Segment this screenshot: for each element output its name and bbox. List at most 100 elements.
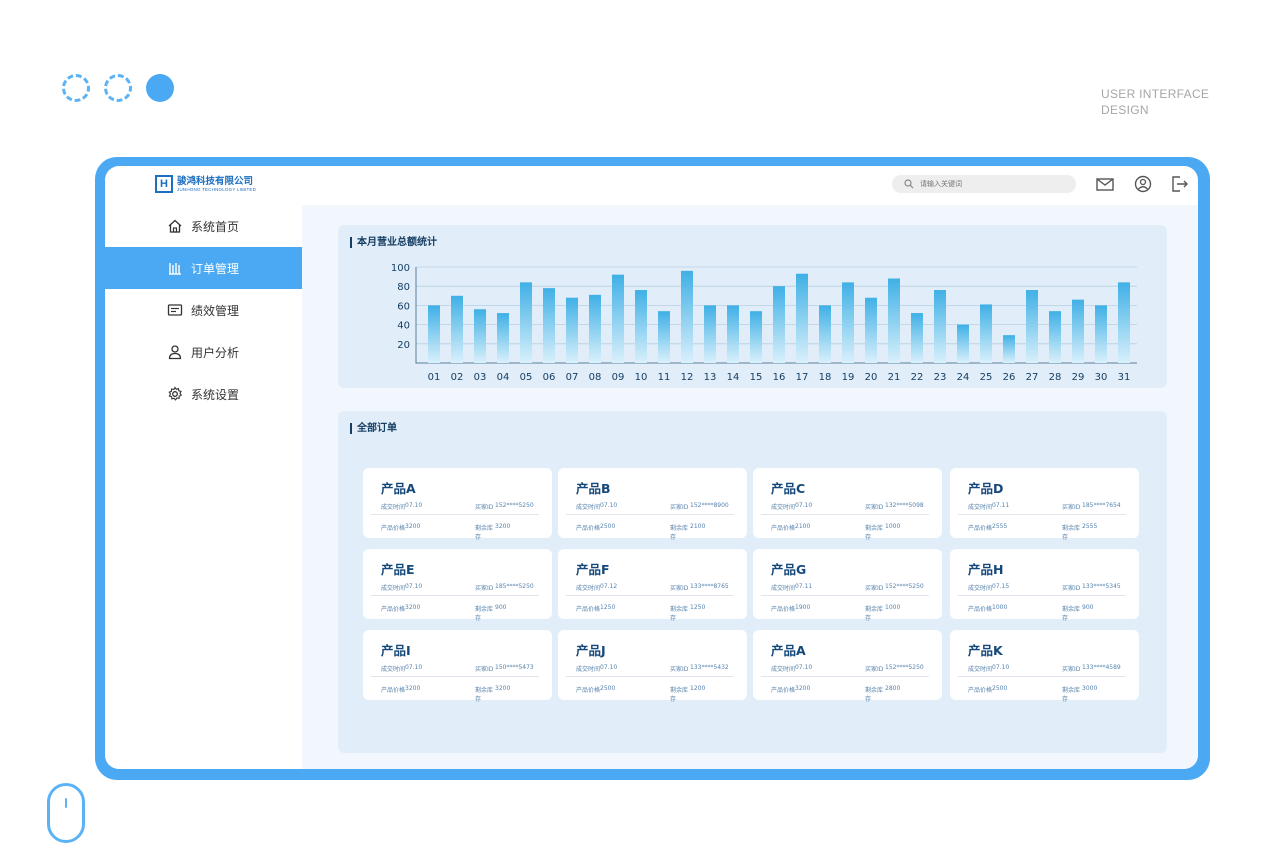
x-tick-label: 26 bbox=[1003, 372, 1016, 383]
order-row-price: 产品价格 2500 剩余库存 2100 bbox=[576, 523, 733, 541]
x-tick-label: 14 bbox=[727, 372, 740, 383]
product-name: 产品A bbox=[381, 481, 416, 496]
remaining-stock: 1250 bbox=[690, 604, 706, 611]
buyer-id-label: 买家ID bbox=[865, 504, 884, 511]
order-card[interactable]: 产品E 成交时间 07.10 买家ID 185****5250 产品价格 3200 剩余库存 9… bbox=[363, 549, 552, 622]
order-row-transaction: 成交时间 07.11 买家ID 185****7654 bbox=[968, 502, 1125, 511]
order-card[interactable]: 产品K 成交时间 07.10 买家ID 133****4589 产品价格 2500 剩余库存 3… bbox=[950, 630, 1139, 703]
sidebar-item-orders[interactable]: 订单管理 bbox=[105, 247, 302, 289]
bar-20[interactable] bbox=[865, 297, 877, 363]
order-row-transaction: 成交时间 07.10 买家ID 132****5098 bbox=[771, 502, 928, 511]
mail-icon[interactable] bbox=[1095, 175, 1115, 193]
divider bbox=[566, 514, 734, 515]
bar-23[interactable] bbox=[934, 290, 946, 363]
bar-01[interactable] bbox=[428, 305, 440, 363]
bar-28[interactable] bbox=[1049, 311, 1061, 363]
bar-27[interactable] bbox=[1026, 290, 1038, 363]
x-tick-label: 09 bbox=[612, 372, 625, 383]
remaining-stock: 2555 bbox=[1082, 523, 1098, 530]
bar-26[interactable] bbox=[1003, 335, 1015, 363]
x-tick-label: 10 bbox=[635, 372, 648, 383]
x-tick-label: 12 bbox=[681, 372, 694, 383]
bar-11[interactable] bbox=[658, 311, 670, 363]
sidebar-item-performance[interactable]: 绩效管理 bbox=[105, 289, 302, 331]
buyer-id: 152****5250 bbox=[885, 583, 924, 590]
bar-31[interactable] bbox=[1118, 282, 1130, 363]
bar-08[interactable] bbox=[589, 294, 601, 363]
logout-icon[interactable] bbox=[1170, 175, 1190, 193]
bar-22[interactable] bbox=[911, 313, 923, 363]
user-icon[interactable] bbox=[1133, 175, 1153, 193]
bar-25[interactable] bbox=[980, 304, 992, 363]
bar-06[interactable] bbox=[543, 288, 555, 363]
buyer-id-label: 买家ID bbox=[1062, 666, 1081, 673]
bar-24[interactable] bbox=[957, 324, 969, 363]
x-tick-label: 11 bbox=[658, 372, 671, 383]
order-card[interactable]: 产品C 成交时间 07.10 买家ID 132****5098 产品价格 2100 剩余库存 1… bbox=[753, 468, 942, 541]
bar-09[interactable] bbox=[612, 274, 624, 363]
search-input[interactable] bbox=[920, 180, 1060, 188]
transaction-time: 07.10 bbox=[600, 502, 618, 509]
sidebar-item-home[interactable]: 系统首页 bbox=[105, 205, 302, 247]
x-tick-label: 22 bbox=[911, 372, 924, 383]
bar-16[interactable] bbox=[773, 286, 785, 363]
window-controls bbox=[62, 74, 174, 102]
order-card[interactable]: 产品A 成交时间 07.10 买家ID 152****5250 产品价格 3200 剩余库存 3… bbox=[363, 468, 552, 541]
sidebar-item-settings[interactable]: 系统设置 bbox=[105, 373, 302, 415]
order-card[interactable]: 产品B 成交时间 07.10 买家ID 152****8900 产品价格 2500 剩余库存 2… bbox=[558, 468, 747, 541]
revenue-bar-chart: 01 02 03 04 05 06 07 08 09 10 11 12 13 14 15 16 17 18 19 20… bbox=[391, 263, 1137, 383]
settings-icon bbox=[168, 386, 183, 401]
order-card[interactable]: 产品G 成交时间 07.11 买家ID 152****5250 产品价格 1900 剩余库存 1… bbox=[753, 549, 942, 622]
x-tick-label: 29 bbox=[1072, 372, 1085, 383]
bar-18[interactable] bbox=[819, 305, 831, 363]
order-card[interactable]: 产品H 成交时间 07.15 买家ID 133****5345 产品价格 1000 剩余库存 9… bbox=[950, 549, 1139, 622]
bar-07[interactable] bbox=[566, 297, 578, 363]
bar-14[interactable] bbox=[727, 305, 739, 363]
bar-13[interactable] bbox=[704, 305, 716, 363]
product-price: 3200 bbox=[405, 523, 421, 530]
bar-04[interactable] bbox=[497, 313, 509, 363]
transaction-time-label: 成交时间 bbox=[381, 666, 406, 673]
bar-10[interactable] bbox=[635, 290, 647, 363]
order-card[interactable]: 产品D 成交时间 07.11 买家ID 185****7654 产品价格 2555 剩余库存 2… bbox=[950, 468, 1139, 541]
product-price-label: 产品价格 bbox=[771, 687, 796, 694]
bar-12[interactable] bbox=[681, 270, 693, 363]
x-tick-label: 04 bbox=[497, 372, 510, 383]
bar-02[interactable] bbox=[451, 295, 463, 363]
product-price: 1250 bbox=[600, 604, 616, 611]
product-price-label: 产品价格 bbox=[968, 525, 993, 532]
bar-03[interactable] bbox=[474, 309, 486, 363]
bar-30[interactable] bbox=[1095, 305, 1107, 363]
product-name: 产品E bbox=[381, 562, 415, 577]
buyer-id: 150****5473 bbox=[495, 664, 534, 671]
remaining-stock-label: 剩余库存 bbox=[475, 525, 494, 541]
bar-17[interactable] bbox=[796, 273, 808, 363]
transaction-time: 07.10 bbox=[405, 664, 423, 671]
order-card[interactable]: 产品A 成交时间 07.10 买家ID 152****5250 产品价格 3200 剩余库存 2… bbox=[753, 630, 942, 703]
product-price-label: 产品价格 bbox=[576, 606, 601, 613]
remaining-stock-label: 剩余库存 bbox=[865, 606, 884, 622]
transaction-time: 07.15 bbox=[992, 583, 1010, 590]
x-tick-label: 19 bbox=[842, 372, 855, 383]
transaction-time: 07.12 bbox=[600, 583, 618, 590]
bar-19[interactable] bbox=[842, 282, 854, 363]
transaction-time: 07.10 bbox=[795, 502, 813, 509]
bar-05[interactable] bbox=[520, 282, 532, 363]
sidebar-item-user-analysis[interactable]: 用户分析 bbox=[105, 331, 302, 373]
search-bar[interactable] bbox=[892, 175, 1076, 193]
company-logo[interactable]: H 骏鸿科技有限公司 JUNHONG TECHNOLOGY LIMITED bbox=[155, 175, 256, 193]
order-row-transaction: 成交时间 07.10 买家ID 133****4589 bbox=[968, 664, 1125, 673]
bar-29[interactable] bbox=[1072, 299, 1084, 363]
transaction-time-label: 成交时间 bbox=[771, 585, 796, 592]
order-card[interactable]: 产品F 成交时间 07.12 买家ID 133****8765 产品价格 1250 剩余库存 1… bbox=[558, 549, 747, 622]
logo-mark-icon: H bbox=[155, 175, 173, 193]
product-price: 2500 bbox=[600, 523, 616, 530]
bar-15[interactable] bbox=[750, 311, 762, 363]
app-screen: H 骏鸿科技有限公司 JUNHONG TECHNOLOGY LIMITED 系统… bbox=[105, 166, 1198, 769]
order-row-price: 产品价格 3200 剩余库存 3200 bbox=[381, 523, 538, 541]
bar-21[interactable] bbox=[888, 278, 900, 363]
order-card[interactable]: 产品I 成交时间 07.10 买家ID 150****5473 产品价格 3200 剩余库存 3… bbox=[363, 630, 552, 703]
buyer-id-label: 买家ID bbox=[670, 666, 689, 673]
order-card[interactable]: 产品J 成交时间 07.10 买家ID 133****5432 产品价格 2500 剩余库存 1… bbox=[558, 630, 747, 703]
buyer-id-label: 买家ID bbox=[670, 585, 689, 592]
